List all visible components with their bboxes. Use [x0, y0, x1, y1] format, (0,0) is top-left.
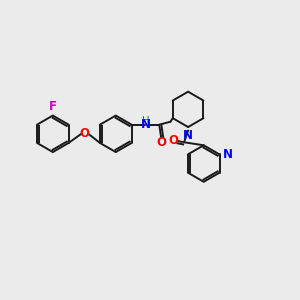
Text: N: N — [141, 118, 151, 131]
Text: N: N — [223, 148, 232, 161]
Text: O: O — [156, 136, 166, 149]
Text: O: O — [80, 127, 90, 140]
Text: H: H — [142, 116, 149, 126]
Text: O: O — [168, 134, 178, 147]
Text: F: F — [49, 100, 57, 112]
Text: N: N — [183, 128, 193, 142]
